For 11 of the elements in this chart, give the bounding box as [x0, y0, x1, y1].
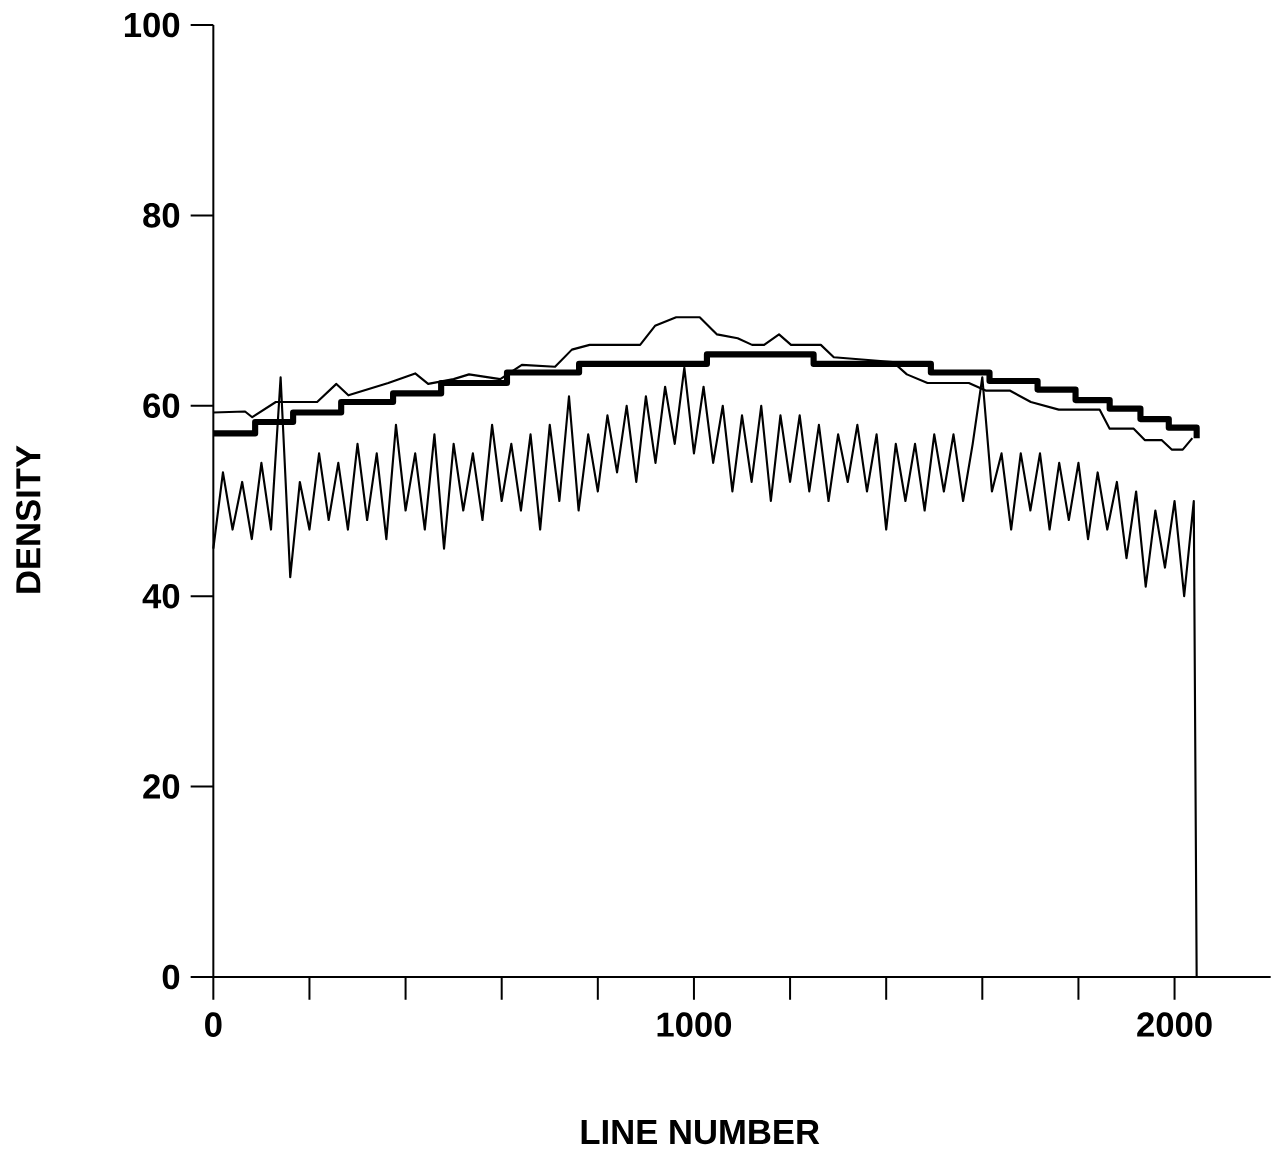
y-tick-label: 100 [124, 12, 180, 38]
y-tick-label: 20 [143, 774, 180, 799]
y-tick-label: 0 [162, 964, 180, 990]
y-tick-label: 80 [143, 203, 180, 228]
y-tick-label: 40 [142, 583, 180, 609]
x-axis-title: LINE NUMBER [581, 1120, 820, 1145]
y-axis-title: DENSITY [16, 445, 41, 593]
x-tick-label: 1000 [657, 1012, 732, 1037]
x-tick-label: 2000 [1137, 1012, 1212, 1037]
y-tick-label: 60 [143, 393, 180, 419]
x-tick-label: 0 [205, 1012, 222, 1037]
